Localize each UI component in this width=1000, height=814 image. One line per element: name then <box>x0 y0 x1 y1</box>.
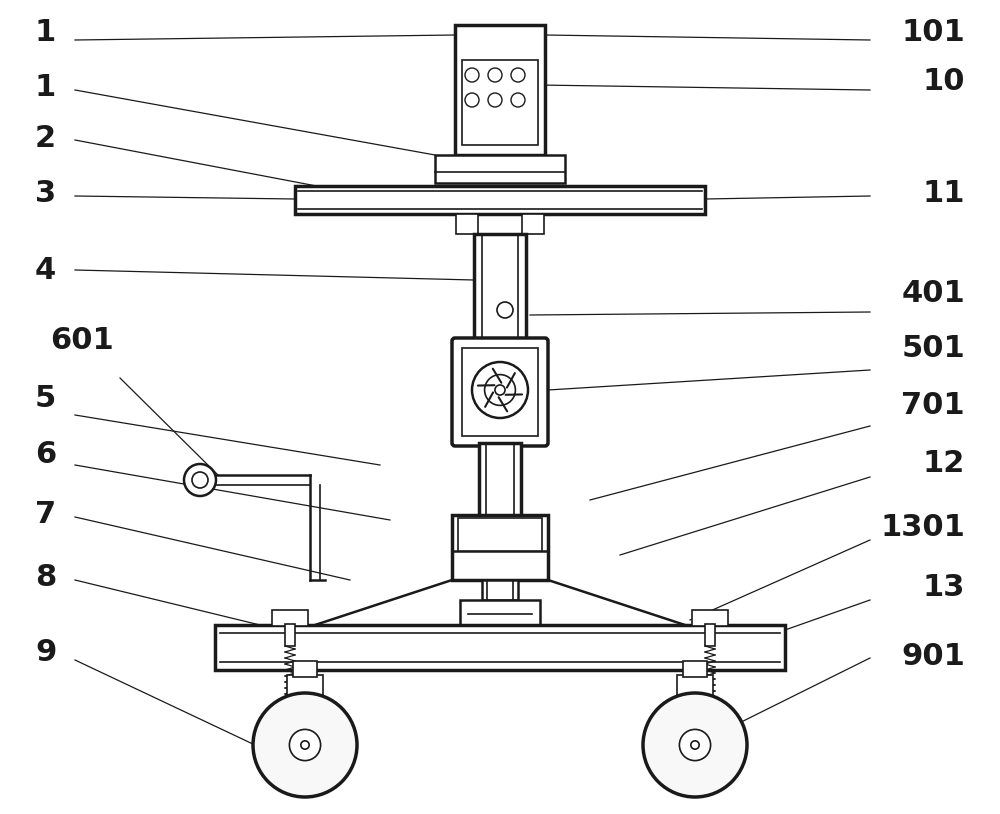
Text: 101: 101 <box>901 18 965 47</box>
Circle shape <box>679 729 711 760</box>
Text: 701: 701 <box>901 391 965 420</box>
Circle shape <box>485 374 515 405</box>
Text: 1: 1 <box>35 18 56 47</box>
Bar <box>522 214 544 234</box>
Bar <box>458 519 542 551</box>
Bar <box>698 714 722 722</box>
Text: 3: 3 <box>35 179 56 208</box>
Bar <box>482 580 518 600</box>
Bar <box>462 60 538 145</box>
Circle shape <box>472 362 528 418</box>
Text: 5: 5 <box>35 384 56 414</box>
Bar <box>705 624 715 646</box>
Text: 10: 10 <box>922 67 965 96</box>
Bar <box>677 675 713 697</box>
Circle shape <box>465 93 479 107</box>
Text: 6: 6 <box>35 440 56 469</box>
Bar <box>215 625 785 670</box>
Circle shape <box>511 93 525 107</box>
Bar <box>474 234 526 389</box>
Circle shape <box>488 68 502 82</box>
Circle shape <box>289 729 321 760</box>
Text: 13: 13 <box>923 573 965 602</box>
Bar <box>683 661 707 677</box>
Text: 601: 601 <box>50 326 114 355</box>
Bar <box>278 714 302 722</box>
Bar <box>456 214 478 234</box>
Text: 401: 401 <box>901 278 965 308</box>
Bar <box>293 661 317 677</box>
Circle shape <box>643 693 747 797</box>
Bar <box>272 610 308 626</box>
Bar <box>287 675 323 697</box>
Bar <box>452 515 548 580</box>
Text: 501: 501 <box>901 334 965 363</box>
Text: 11: 11 <box>922 179 965 208</box>
Bar <box>462 348 538 436</box>
Circle shape <box>301 741 309 749</box>
Circle shape <box>691 741 699 749</box>
Bar <box>479 443 521 518</box>
Circle shape <box>184 464 216 496</box>
Bar <box>295 186 705 214</box>
Circle shape <box>497 302 513 318</box>
FancyBboxPatch shape <box>452 338 548 446</box>
Circle shape <box>253 693 357 797</box>
Text: 7: 7 <box>35 500 56 529</box>
Bar <box>435 155 565 183</box>
Text: 4: 4 <box>35 256 56 285</box>
Bar <box>692 610 728 626</box>
Circle shape <box>488 93 502 107</box>
Bar <box>460 600 540 628</box>
Text: 901: 901 <box>901 642 965 672</box>
Bar <box>282 706 298 714</box>
Bar <box>285 624 295 646</box>
Circle shape <box>465 68 479 82</box>
Circle shape <box>511 68 525 82</box>
Text: 2: 2 <box>35 124 56 153</box>
Text: 1301: 1301 <box>880 513 965 542</box>
Text: 9: 9 <box>35 638 56 667</box>
Bar <box>455 25 545 155</box>
Text: 12: 12 <box>923 449 965 479</box>
Circle shape <box>192 472 208 488</box>
Circle shape <box>495 385 505 395</box>
Bar <box>702 706 718 714</box>
Text: 1: 1 <box>35 72 56 102</box>
Text: 8: 8 <box>35 563 56 593</box>
